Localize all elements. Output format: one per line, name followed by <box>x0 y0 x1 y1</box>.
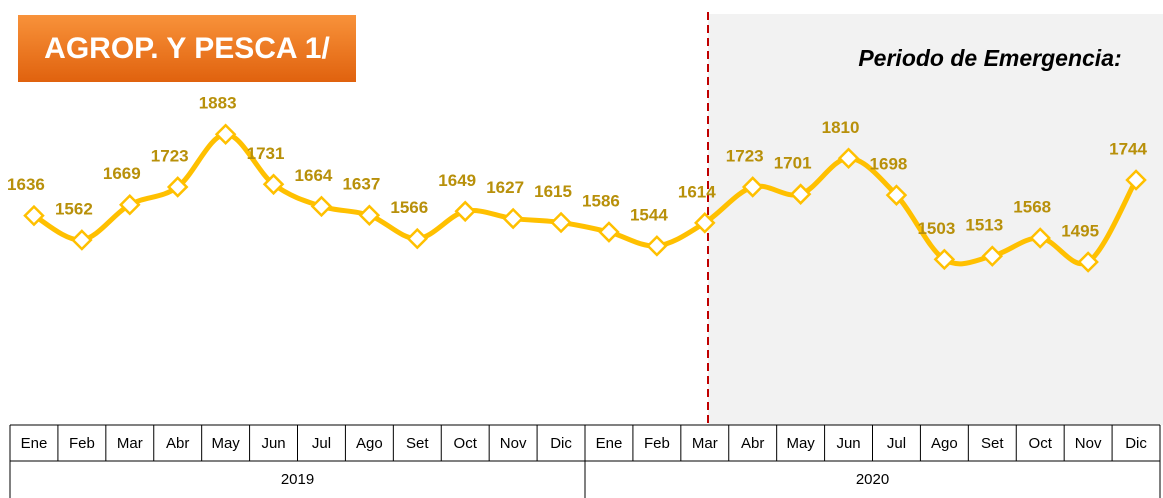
value-label: 1615 <box>534 182 572 201</box>
marker <box>214 123 237 146</box>
value-label: 1513 <box>965 216 1003 235</box>
marker <box>550 211 572 234</box>
chart-title: AGROP. Y PESCA 1/ <box>44 32 330 65</box>
value-label: 1637 <box>342 175 380 194</box>
x-tick-label: Nov <box>1075 435 1102 452</box>
value-label: 1744 <box>1109 140 1147 159</box>
x-tick-label: Jul <box>312 435 331 452</box>
x-tick-label: Jun <box>261 435 285 452</box>
marker <box>166 176 189 198</box>
marker <box>694 212 716 234</box>
marker <box>885 184 908 206</box>
x-tick-label: Jul <box>887 435 906 452</box>
value-label: 1701 <box>774 154 812 173</box>
x-tick-label: Ene <box>21 435 48 452</box>
x-tick-label: Jun <box>836 435 860 452</box>
value-label: 1636 <box>7 175 45 194</box>
x-tick-label: Abr <box>741 435 764 452</box>
marker <box>1125 169 1147 191</box>
value-label: 1883 <box>199 94 237 113</box>
x-tick-label: Feb <box>69 435 95 452</box>
x-tick-label: Feb <box>644 435 670 452</box>
x-tick-label: Set <box>406 435 429 452</box>
x-tick-label: Dic <box>1125 435 1147 452</box>
value-label: 1627 <box>486 178 524 197</box>
x-tick-label: Mar <box>117 435 143 452</box>
x-tick-label: Ene <box>596 435 623 452</box>
marker <box>71 229 93 251</box>
value-label: 1562 <box>55 199 93 218</box>
value-label: 1731 <box>247 144 285 163</box>
marker <box>310 195 333 218</box>
marker <box>406 227 429 250</box>
marker <box>741 176 764 198</box>
marker <box>789 183 812 205</box>
marker <box>502 207 524 230</box>
emergency-shade <box>708 14 1163 425</box>
marker <box>1077 251 1099 273</box>
marker <box>1029 227 1051 249</box>
value-label: 1503 <box>917 219 955 238</box>
marker <box>837 147 860 170</box>
x-tick-label: Ago <box>931 435 958 452</box>
x-tick-label: Abr <box>166 435 189 452</box>
value-label: 1723 <box>151 146 189 165</box>
x-tick-label: May <box>786 435 815 452</box>
marker <box>646 235 668 257</box>
marker <box>598 221 620 243</box>
annotation: Periodo de Emergencia: <box>858 45 1121 71</box>
value-label: 1669 <box>103 164 141 183</box>
marker <box>23 204 45 227</box>
value-label: 1664 <box>295 166 333 185</box>
x-tick-label: Set <box>981 435 1004 452</box>
x-tick-label: Mar <box>692 435 718 452</box>
marker <box>981 245 1004 267</box>
group-label: 2020 <box>856 471 889 488</box>
x-tick-label: Oct <box>1029 435 1053 452</box>
value-label: 1698 <box>870 155 908 174</box>
x-tick-label: Nov <box>500 435 527 452</box>
x-tick-label: Oct <box>454 435 478 452</box>
group-label: 2019 <box>281 471 314 488</box>
marker <box>454 200 476 223</box>
value-label: 1568 <box>1013 197 1051 216</box>
marker <box>358 204 381 227</box>
value-label: 1586 <box>582 192 620 211</box>
value-label: 1649 <box>438 171 476 190</box>
value-label: 1495 <box>1061 221 1099 240</box>
x-tick-label: Ago <box>356 435 383 452</box>
value-label: 1723 <box>726 146 764 165</box>
value-label: 1614 <box>678 182 716 201</box>
title-box <box>18 15 356 82</box>
value-label: 1544 <box>630 205 668 224</box>
x-tick-label: Dic <box>550 435 572 452</box>
value-label: 1810 <box>822 118 860 137</box>
value-label: 1566 <box>390 198 428 217</box>
marker <box>119 193 141 216</box>
x-tick-label: May <box>211 435 240 452</box>
marker <box>933 248 956 271</box>
marker <box>262 173 285 196</box>
